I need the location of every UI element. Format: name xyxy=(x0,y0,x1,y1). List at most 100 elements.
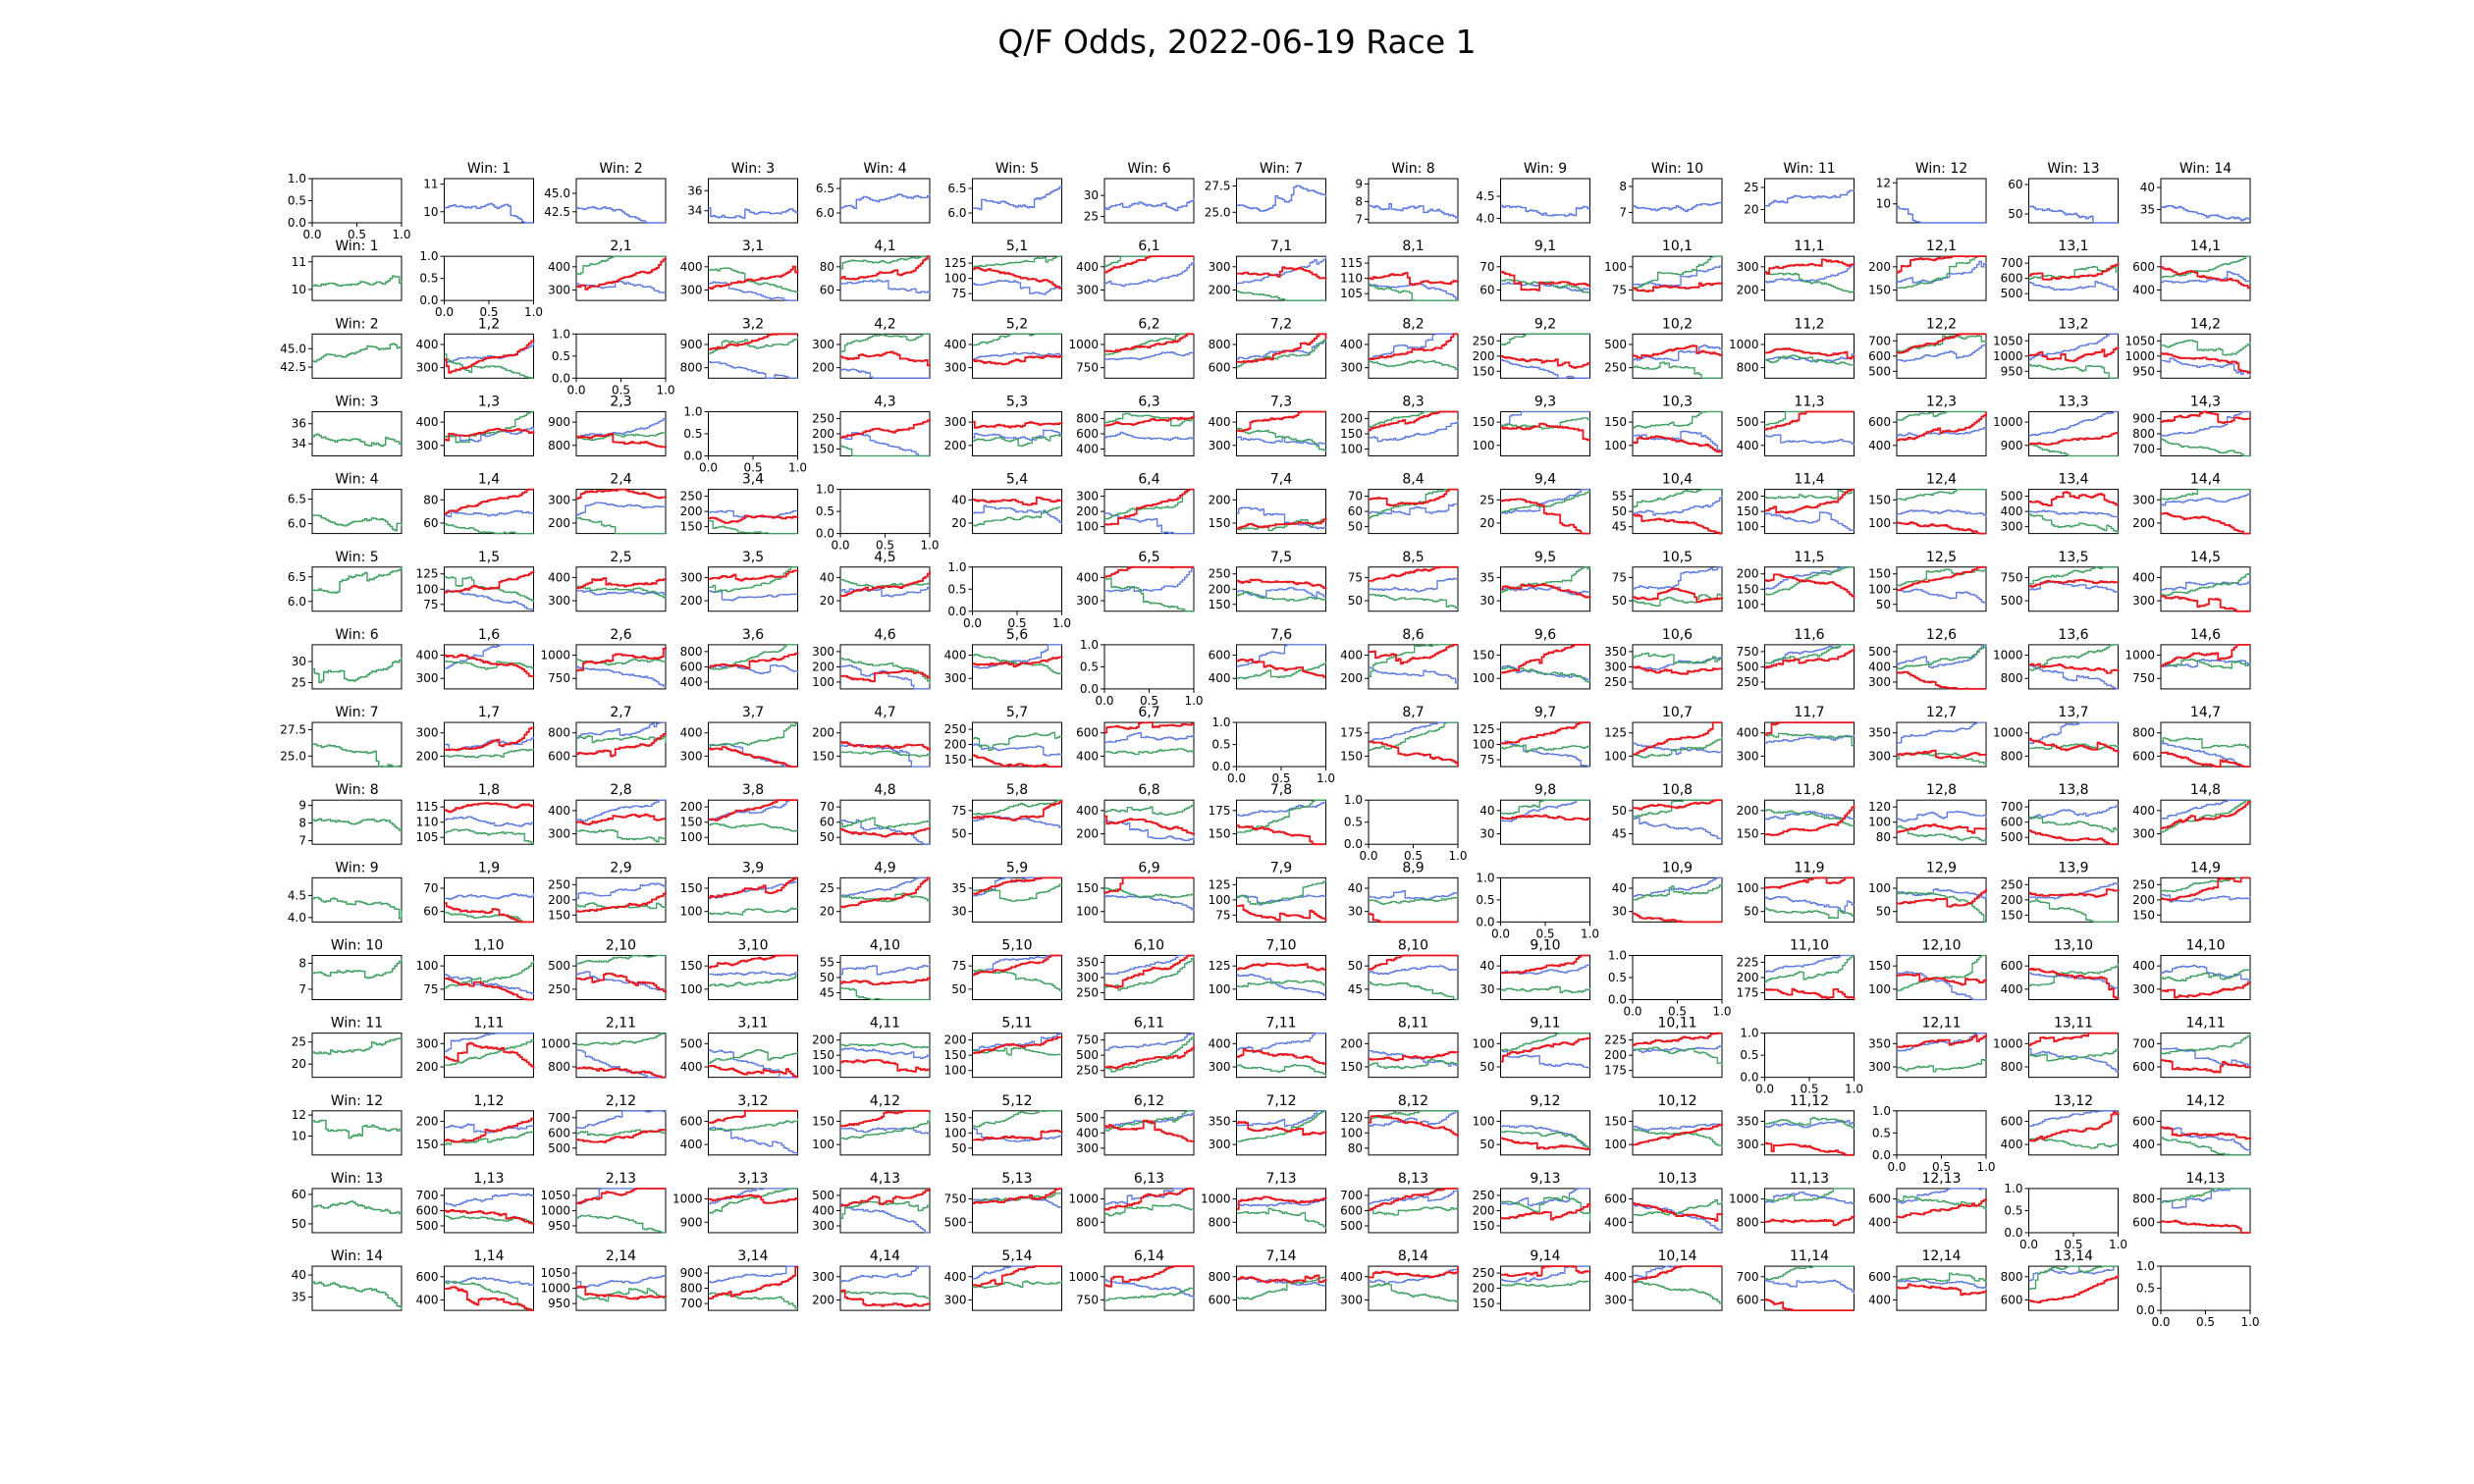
cell-12-1-axes xyxy=(444,1110,534,1156)
cell-5-0-ytick-label: 6.0 xyxy=(288,595,306,609)
cell-4-3-ytick-label: 250 xyxy=(680,490,703,504)
cell-0-11-win-line xyxy=(1764,189,1856,207)
cell-9-3-ytick-label: 150 xyxy=(680,881,703,895)
cell-1-6-red-line xyxy=(1104,255,1194,274)
cell-10-6-ytick-label: 300 xyxy=(1076,971,1099,984)
cell-4-5-green-line xyxy=(972,506,1063,527)
cell-6-6-axes xyxy=(1103,644,1195,690)
cell-6-2-ytick-label: 1000 xyxy=(540,649,570,662)
cell-1-13-red-line xyxy=(2028,262,2120,281)
cell-1-3-ytick-label: 300 xyxy=(680,283,703,296)
cell-13-9-title: 9,13 xyxy=(1530,1171,1560,1187)
cell-12-13-axes xyxy=(2028,1110,2119,1156)
cell-5-9-ytick-label: 35 xyxy=(1479,570,1494,584)
cell-7-3-green-line xyxy=(708,722,799,749)
cell-2-0-ytick-label: 42.5 xyxy=(280,360,306,374)
cell-10-3-red-line xyxy=(708,954,798,969)
cell-11-13-green-line xyxy=(2028,1048,2120,1062)
cell-12-6-ytick-label: 300 xyxy=(1076,1141,1099,1155)
cell-14-4-blue-line xyxy=(840,1265,930,1283)
cell-0-3-win-line xyxy=(708,207,799,219)
cell-9-6-red-line xyxy=(1104,876,1194,894)
cell-0-4-ytick-label: 6.5 xyxy=(816,182,834,195)
cell-10-3-ytick-label: 100 xyxy=(680,982,703,996)
cell-8-8-axes xyxy=(1368,799,1459,845)
cell-1-7-green-line xyxy=(1236,290,1326,301)
cell-10-2-red-line xyxy=(576,973,667,993)
cell-11-4-red-line xyxy=(840,1059,931,1073)
cell-9-0-axes xyxy=(311,876,403,923)
cell-1-5-ytick-label: 125 xyxy=(944,256,967,270)
cell-12-7-ytick-label: 350 xyxy=(1209,1114,1231,1128)
cell-5-14-ytick-label: 300 xyxy=(2132,594,2155,608)
cell-8-12-title: 12,8 xyxy=(1926,782,1957,798)
cell-12-13-red-line xyxy=(2028,1111,2120,1142)
cell-11-5-green-line xyxy=(972,1046,1063,1056)
cell-13-0-title: Win: 13 xyxy=(331,1171,383,1187)
cell-4-4-ytick-label: 0.0 xyxy=(816,527,834,541)
cell-5-1-red-line xyxy=(444,570,535,594)
cell-3-14-red-line xyxy=(2161,410,2251,424)
cell-8-7-ytick-label: 175 xyxy=(1209,804,1231,818)
cell-12-8-ytick-label: 100 xyxy=(1340,1126,1363,1140)
cell-1-11-ytick-label: 200 xyxy=(1737,283,1759,296)
cell-11-1-ytick-label: 200 xyxy=(416,1060,439,1074)
cell-12-14-title: 14,12 xyxy=(2185,1093,2225,1109)
cell-3-8-axes xyxy=(1368,410,1459,456)
cell-11-11-ytick-label: 0.5 xyxy=(1740,1048,1758,1062)
cell-7-13-red-line xyxy=(2028,737,2120,754)
cell-3-13-blue-line xyxy=(2028,410,2119,437)
cell-13-7-red-line xyxy=(1236,1195,1327,1210)
cell-4-2-green-line xyxy=(576,517,666,535)
cell-6-13-green-line xyxy=(2028,644,2119,671)
cell-11-13-blue-line xyxy=(2028,1047,2120,1073)
cell-14-7-axes xyxy=(1236,1265,1326,1311)
cell-8-3-axes xyxy=(708,799,798,845)
cell-7-14-red-line xyxy=(2161,751,2250,768)
cell-5-10-red-line xyxy=(1633,587,1723,604)
cell-4-8-red-line xyxy=(1369,488,1458,506)
cell-9-1-ytick-label: 70 xyxy=(423,881,438,895)
cell-6-11-green-line xyxy=(1764,644,1855,664)
cell-2-9-red-line xyxy=(1500,355,1591,369)
cell-13-11-green-line xyxy=(1764,1188,1855,1202)
cell-7-13-ytick-label: 800 xyxy=(2001,749,2023,763)
cell-13-11-axes xyxy=(1764,1188,1855,1234)
cell-10-4-green-line xyxy=(840,986,930,1001)
cell-4-5-title: 5,4 xyxy=(1006,472,1028,488)
cell-11-5-ytick-label: 150 xyxy=(944,1048,967,1062)
cell-10-7-blue-line xyxy=(1236,973,1326,996)
cell-11-3-axes xyxy=(708,1033,798,1079)
cell-7-7-xtick-label: 0.5 xyxy=(1271,771,1290,785)
cell-11-12-ytick-label: 300 xyxy=(1868,1060,1891,1074)
cell-8-9-ytick-label: 40 xyxy=(1479,804,1494,818)
cell-13-7-title: 7,13 xyxy=(1265,1171,1296,1187)
cell-6-13-ytick-label: 1000 xyxy=(1993,649,2023,662)
cell-0-14-axes xyxy=(2160,178,2251,224)
cell-4-14-ytick-label: 200 xyxy=(2132,516,2155,530)
cell-14-1-green-line xyxy=(444,1280,534,1311)
cell-5-12-ytick-label: 150 xyxy=(1868,567,1891,581)
cell-13-5-red-line xyxy=(972,1188,1062,1204)
cell-1-3-green-line xyxy=(708,267,799,293)
cell-14-8-title: 8,14 xyxy=(1398,1248,1428,1264)
cell-7-7-xtick-label: 0.0 xyxy=(1227,771,1246,785)
cell-7-11-ytick-label: 300 xyxy=(1737,749,1759,763)
cell-4-8-ytick-label: 70 xyxy=(1348,490,1363,504)
cell-11-6-ytick-label: 500 xyxy=(1076,1048,1099,1062)
cell-11-10-ytick-label: 225 xyxy=(1604,1034,1627,1047)
cell-3-13-title: 13,3 xyxy=(2058,394,2088,409)
cell-9-11-green-line xyxy=(1764,907,1855,920)
cell-13-2-green-line xyxy=(576,1214,666,1234)
cell-6-4-red-line xyxy=(840,669,931,683)
cell-1-1-ytick-label: 1.0 xyxy=(419,249,438,263)
cell-14-11-blue-line xyxy=(1764,1279,1856,1295)
cell-14-12-ytick-label: 600 xyxy=(1868,1270,1891,1284)
cell-14-6-green-line xyxy=(1104,1287,1195,1301)
cell-5-6-blue-line xyxy=(1104,566,1195,593)
cell-2-8-red-line xyxy=(1369,333,1458,360)
cell-5-2-ytick-label: 400 xyxy=(548,570,570,584)
cell-11-10-green-line xyxy=(1633,1046,1723,1065)
cell-12-6-blue-line xyxy=(1104,1112,1195,1130)
cell-0-12-axes xyxy=(1896,178,1987,224)
